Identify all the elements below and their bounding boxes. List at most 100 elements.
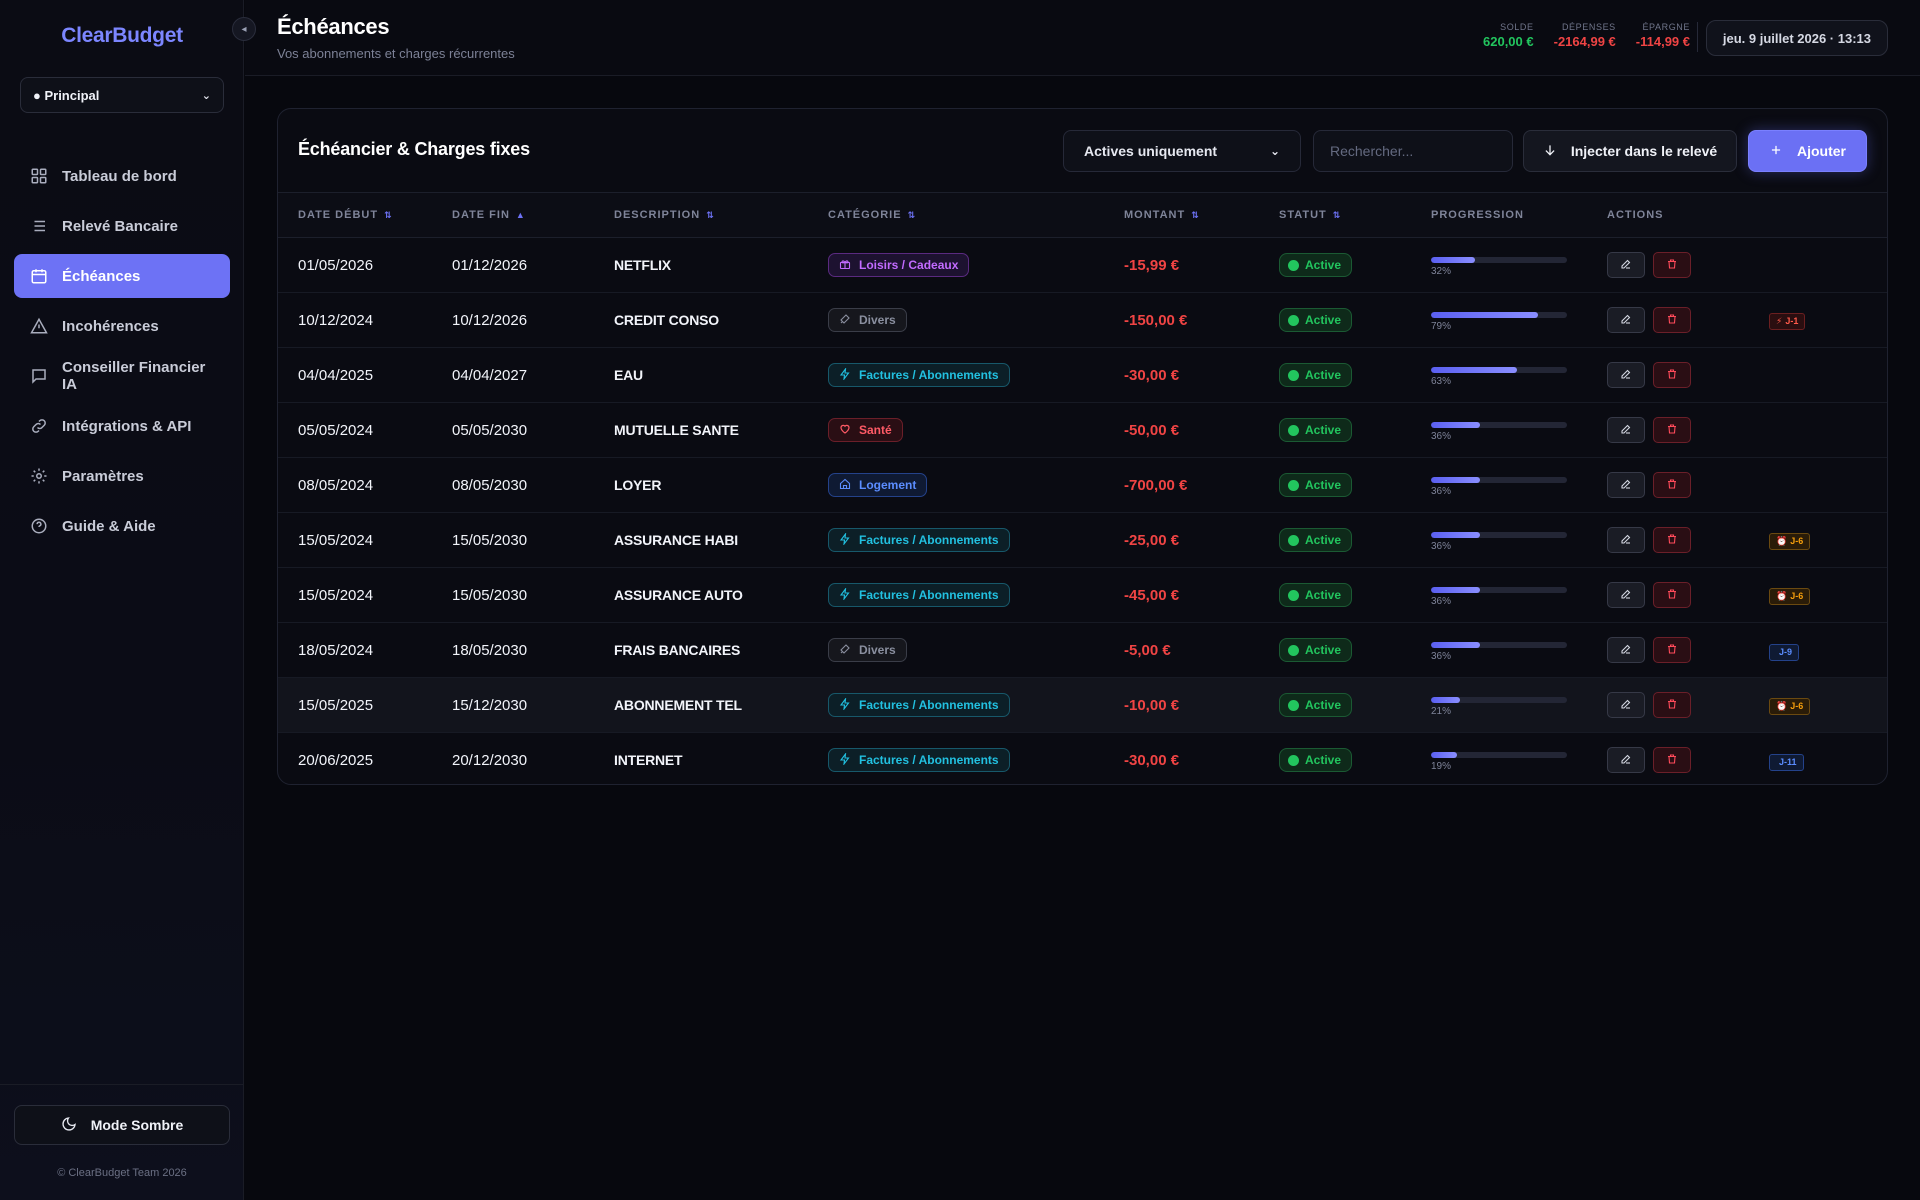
status-badge: Active (1279, 528, 1353, 552)
sort-icon[interactable]: ▲ (515, 210, 526, 220)
status-label: Active (1305, 698, 1342, 712)
progress-label: 19% (1431, 761, 1452, 772)
edit-button[interactable] (1607, 637, 1645, 663)
delete-button[interactable] (1653, 582, 1691, 608)
column-header-label: CATÉGORIE (828, 209, 902, 221)
progress-fill (1431, 422, 1480, 428)
sort-icon[interactable]: ⇅ (1332, 210, 1342, 220)
delete-button[interactable] (1653, 472, 1691, 498)
status-label: Active (1305, 478, 1342, 492)
table-row[interactable]: 01/05/2026 01/12/2026 NETFLIX Loisirs / … (278, 238, 1887, 293)
calendar-icon (30, 267, 48, 285)
cell-status: Active (1279, 403, 1431, 458)
due-label: J-6 (1790, 536, 1804, 546)
edit-icon (1620, 588, 1632, 603)
cell-category: Santé (828, 403, 1124, 458)
edit-button[interactable] (1607, 472, 1645, 498)
table-row[interactable]: 05/05/2024 05/05/2030 MUTUELLE SANTE San… (278, 403, 1887, 458)
table-row[interactable]: 15/05/2024 15/05/2030 ASSURANCE AUTO Fac… (278, 568, 1887, 623)
delete-button[interactable] (1653, 692, 1691, 718)
inject-button[interactable]: Injecter dans le relevé (1523, 130, 1737, 172)
column-header[interactable]: CATÉGORIE ⇅ (828, 193, 1124, 238)
sidebar-collapse-button[interactable]: ◂ (232, 17, 256, 41)
sidebar-item-guide-aide[interactable]: Guide & Aide (14, 504, 230, 548)
edit-icon (1620, 258, 1632, 273)
sort-icon[interactable]: ⇅ (384, 210, 393, 220)
cell-start-date: 08/05/2024 (298, 476, 374, 494)
sidebar-item-parametres[interactable]: Paramètres (14, 454, 230, 498)
category-label: Divers (859, 313, 896, 327)
category-badge: Factures / Abonnements (828, 528, 1010, 552)
cell-amount: -45,00 € (1124, 586, 1180, 604)
table-row[interactable]: 08/05/2024 08/05/2030 LOYER Logement -70… (278, 458, 1887, 513)
progress-fill (1431, 312, 1539, 318)
delete-button[interactable] (1653, 252, 1691, 278)
edit-button[interactable] (1607, 362, 1645, 388)
edit-button[interactable] (1607, 747, 1645, 773)
column-header[interactable]: STATUT ⇅ (1279, 193, 1431, 238)
table-row[interactable]: 15/05/2024 15/05/2030 ASSURANCE HABI Fac… (278, 513, 1887, 568)
add-button[interactable]: Ajouter (1748, 130, 1867, 172)
sidebar-item-incoherences[interactable]: Incohérences (14, 304, 230, 348)
alarm-icon: ⏰ (1776, 590, 1788, 601)
sidebar-item-echeances[interactable]: Échéances (14, 254, 230, 298)
kpi-value: -114,99 € (1635, 34, 1690, 49)
theme-toggle-button[interactable]: Mode Sombre (14, 1105, 230, 1145)
cell-due: J-11 (1769, 733, 1887, 785)
edit-button[interactable] (1607, 527, 1645, 553)
sidebar-item-conseiller-financier-ia[interactable]: Conseiller Financier IA (14, 354, 230, 398)
progress-fill (1431, 257, 1475, 263)
delete-button[interactable] (1653, 417, 1691, 443)
edit-button[interactable] (1607, 252, 1645, 278)
table-row[interactable]: 15/05/2025 15/12/2030 ABONNEMENT TEL Fac… (278, 677, 1887, 733)
trash-icon (1666, 368, 1678, 383)
category-badge: Factures / Abonnements (828, 363, 1010, 387)
due-badge: ⏰ J-6 (1769, 532, 1811, 550)
header-divider (1697, 22, 1698, 52)
cell-actions (1607, 458, 1769, 513)
cell-description: INTERNET (614, 752, 683, 768)
tag-icon (839, 313, 851, 328)
cell-description: ABONNEMENT TEL (614, 697, 742, 713)
delete-button[interactable] (1653, 307, 1691, 333)
delete-button[interactable] (1653, 637, 1691, 663)
sort-icon[interactable]: ⇅ (1191, 210, 1200, 220)
search-input[interactable] (1313, 130, 1513, 172)
column-header[interactable]: DATE DÉBUT ⇅ (278, 193, 452, 238)
inject-button-label: Injecter dans le relevé (1570, 143, 1718, 159)
cell-amount: -700,00 € (1124, 476, 1188, 494)
table-row[interactable]: 04/04/2025 04/04/2027 EAU Factures / Abo… (278, 348, 1887, 403)
sidebar-item-tableau-de-bord[interactable]: Tableau de bord (14, 154, 230, 198)
trash-icon (1666, 533, 1678, 548)
trash-icon (1666, 313, 1678, 328)
cell-description: ASSURANCE HABI (614, 532, 738, 548)
delete-button[interactable] (1653, 747, 1691, 773)
progress-label: 36% (1431, 596, 1452, 607)
edit-button[interactable] (1607, 307, 1645, 333)
edit-button[interactable] (1607, 692, 1645, 718)
cell-description: LOYER (614, 477, 662, 493)
table-row[interactable]: 10/12/2024 10/12/2026 CREDIT CONSO Diver… (278, 293, 1887, 348)
card-title: Échéancier & Charges fixes (298, 139, 530, 159)
category-label: Divers (859, 643, 896, 657)
edit-button[interactable] (1607, 582, 1645, 608)
cell-amount: -15,99 € (1124, 256, 1180, 274)
column-header[interactable]: DATE FIN ▲ (452, 193, 614, 238)
sort-icon[interactable]: ⇅ (706, 210, 715, 220)
sort-icon[interactable]: ⇅ (907, 210, 917, 220)
status-filter-select[interactable]: Actives uniquement ⌄ (1063, 130, 1301, 172)
edit-button[interactable] (1607, 417, 1645, 443)
sidebar-item-integrations-api[interactable]: Intégrations & API (14, 404, 230, 448)
sidebar-item-releve-bancaire[interactable]: Relevé Bancaire (14, 204, 230, 248)
home-icon (839, 478, 851, 493)
delete-button[interactable] (1653, 362, 1691, 388)
column-header[interactable]: MONTANT ⇅ (1124, 193, 1279, 238)
table-row[interactable]: 20/06/2025 20/12/2030 INTERNET Factures … (278, 733, 1887, 785)
account-select[interactable]: ● Principal ⌄ (20, 77, 224, 113)
cell-start-date: 15/05/2025 (298, 696, 374, 714)
column-header[interactable]: DESCRIPTION ⇅ (614, 193, 828, 238)
delete-button[interactable] (1653, 527, 1691, 553)
progress-fill (1431, 642, 1480, 648)
table-row[interactable]: 18/05/2024 18/05/2030 FRAIS BANCAIRES Di… (278, 623, 1887, 678)
due-badge: ⏰ J-6 (1769, 697, 1811, 715)
